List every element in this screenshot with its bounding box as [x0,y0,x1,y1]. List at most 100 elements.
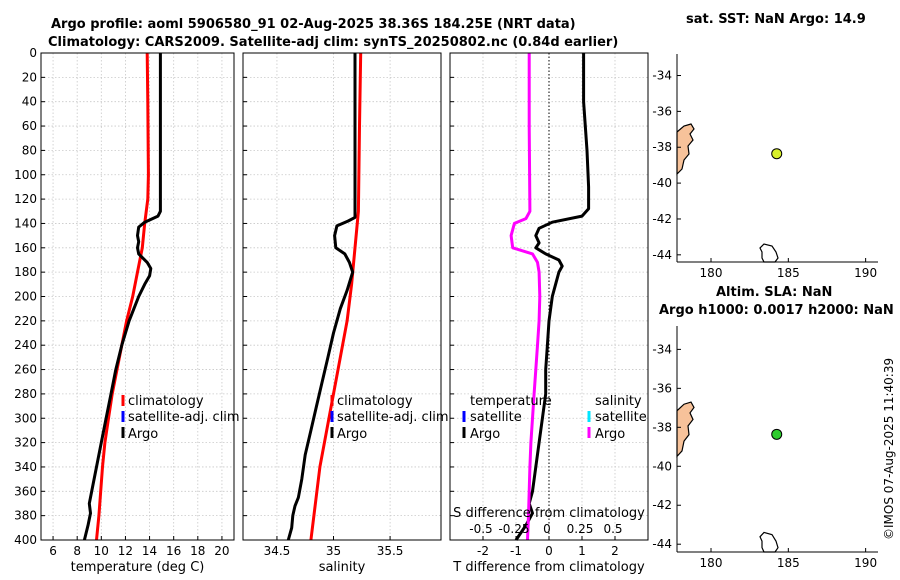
sla-map-panel: -34 -36 -38 -40 -42 -44 180 185 190 [652,326,878,570]
top-tick-label: 0.5 [603,522,622,536]
x-tick-label: 35 [326,544,341,558]
y-tick-label: 140 [14,216,37,230]
y-tick-label: 100 [14,168,37,182]
imos-credit: ©IMOS 07-Aug-2025 11:40:39 [882,358,896,540]
series-climatology [309,52,363,541]
x-tick-label: 1 [578,544,586,558]
y-tick-label: 120 [14,192,37,206]
map-x-tick-label: 185 [777,556,800,570]
map-y-tick-label: -40 [652,459,672,473]
top-tick-label: 0.25 [567,522,594,536]
salinity-panel: 34.5 35 35.5 salinity [242,52,442,575]
legend-label-climatology: climatology [128,394,204,409]
argo-position-marker [771,148,783,160]
series-argo [286,53,357,541]
y-tick-label: 260 [14,363,37,377]
legend-label-argo: Argo [337,427,367,442]
map-y-tick-label: -44 [652,248,672,262]
x-axis-label: temperature (deg C) [71,560,205,575]
map-x-tick-label: 185 [777,266,800,280]
x-tick-label: 14 [142,544,157,558]
y-tick-label: 20 [22,70,37,84]
top-tick-label: -0.5 [469,522,492,536]
land-north-island [676,123,695,176]
y-tick-label: 160 [14,241,37,255]
map-x-tick-label: 180 [700,266,723,280]
y-tick-label: 240 [14,338,37,352]
y-tick-label: 320 [14,436,37,450]
y-tick-label: 180 [14,265,37,279]
land-north-island [676,401,695,458]
argo-position-marker [771,428,783,440]
difference-panel: -2 -1 0 1 2 T difference from climatology S di… [449,52,649,575]
x-tick-label: 6 [49,544,57,558]
map-bottom-title-1: Altim. SLA: NaN [716,285,832,300]
y-tick-label: 400 [14,533,37,547]
y-tick-label: 360 [14,484,37,498]
difference-legend: temperature satellite Argo salinity sate… [462,394,647,442]
map-y-tick-label: -42 [652,498,672,512]
top-tick-label: -0.25 [498,522,529,536]
x-tick-label: -1 [510,544,522,558]
x-tick-label: 0 [545,544,553,558]
y-tick-label: 40 [22,95,37,109]
y-tick-label: 220 [14,314,37,328]
map-y-tick-label: -38 [652,140,672,154]
map-bottom-title-2: Argo h1000: 0.0017 h2000: NaN [659,303,894,318]
map-x-tick-label: 190 [854,266,877,280]
map-x-tick-label: 190 [854,556,877,570]
legend-label-sal-argo: Argo [595,427,625,442]
map-x-tick-label: 180 [700,556,723,570]
y-tick-label: 280 [14,387,37,401]
x-tick-label: 8 [73,544,81,558]
legend-label-satellite: satellite-adj. clim [128,410,240,425]
map-y-tick-label: -40 [652,176,672,190]
land-chatham-islands [759,243,779,263]
x-tick-label: 18 [190,544,205,558]
temperature-panel: 6 8 10 12 14 16 18 2002040608010012014016018020… [14,46,235,575]
map-top-title: sat. SST: NaN Argo: 14.9 [686,12,866,27]
x-tick-label: 20 [214,544,229,558]
top-axis-label: S difference from climatology [453,506,645,521]
map-y-tick-label: -34 [652,69,672,83]
y-tick-label: 200 [14,290,37,304]
legend-label-temp-argo: Argo [470,427,500,442]
map-y-tick-label: -36 [652,104,672,118]
series-temperature-argo [514,53,591,541]
x-tick-label: -2 [477,544,489,558]
y-tick-label: 0 [29,46,37,60]
y-tick-label: 60 [22,119,37,133]
x-tick-label: 12 [118,544,133,558]
map-y-tick-label: -44 [652,537,672,551]
sst-map-panel: -34 -36 -38 -40 -42 -44 180 185 190 [652,54,878,280]
x-tick-label: 34.5 [264,544,291,558]
legend-header-salinity: salinity [595,394,642,409]
top-tick-label: 0 [543,522,551,536]
legend-label-argo: Argo [128,427,158,442]
x-axis-label: salinity [319,560,366,575]
y-tick-label: 340 [14,460,37,474]
legend-label-temp-satellite: satellite [470,410,522,425]
x-tick-label: 2 [611,544,619,558]
series-salinity-argo [509,53,542,541]
salinity-legend: climatology satellite-adj. clim Argo [330,394,449,442]
title-line-1: Argo profile: aoml 5906580_91 02-Aug-202… [51,17,576,32]
legend-label-satellite: satellite-adj. clim [337,410,449,425]
map-y-tick-label: -38 [652,420,672,434]
x-axis-label: T difference from climatology [452,560,645,575]
x-tick-label: 10 [94,544,109,558]
y-tick-label: 80 [22,143,37,157]
x-tick-label: 16 [166,544,181,558]
map-y-tick-label: -34 [652,342,672,356]
y-tick-label: 300 [14,411,37,425]
map-y-tick-label: -42 [652,212,672,226]
land-chatham-islands [759,531,779,553]
legend-label-climatology: climatology [337,394,413,409]
map-y-tick-label: -36 [652,381,672,395]
title-line-2: Climatology: CARS2009. Satellite-adj cli… [48,35,618,50]
y-tick-label: 380 [14,509,37,523]
x-tick-label: 35.5 [377,544,404,558]
series-argo [82,53,162,541]
temperature-legend: climatology satellite-adj. clim Argo [121,394,240,442]
